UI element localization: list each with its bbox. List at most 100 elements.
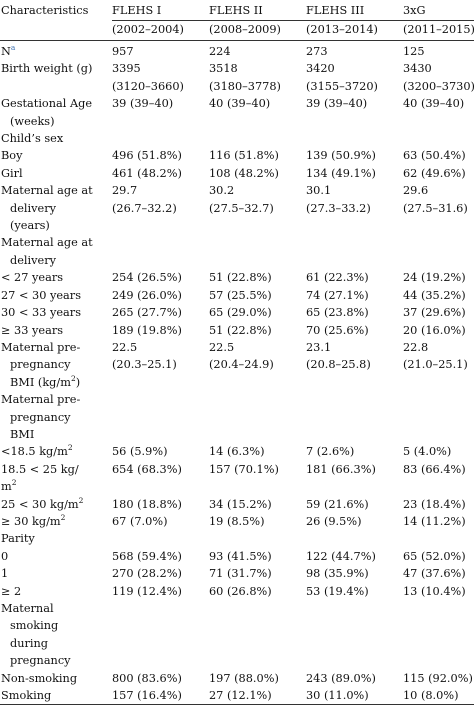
table-row: 25 < 30 kg/m2 180 (18.8%) 34 (15.2%) 59 … — [0, 496, 474, 513]
table-row: (weeks) — [0, 113, 474, 130]
row-label: Non-smoking — [1, 671, 78, 685]
table-cell: 29.6 — [403, 184, 429, 198]
row-label: Girl — [1, 166, 23, 180]
table-cell: 26 (9.5%) — [306, 514, 362, 528]
footnote-marker: a — [10, 43, 16, 53]
table-cell: (20.3–25.1) — [112, 358, 177, 372]
table-cell: 65 (52.0%) — [403, 549, 466, 563]
row-label: Gestational Age — [1, 97, 93, 111]
table-cell: (27.3–33.2) — [306, 201, 371, 215]
row-label: Birth weight (g) — [1, 62, 93, 76]
section-label: during — [10, 636, 49, 650]
table-row: pregnancy (20.3–25.1) (20.4–24.9) (20.8–… — [0, 356, 474, 373]
table-cell: 224 — [209, 45, 231, 58]
table-cell: 23.1 — [306, 340, 332, 354]
table-row: delivery (26.7–32.2) (27.5–32.7) (27.3–3… — [0, 200, 474, 217]
table-cell: (3200–3730) — [403, 79, 474, 93]
table-row: <18.5 kg/m2 56 (5.9%) 14 (6.3%) 7 (2.6%)… — [0, 443, 474, 460]
table-row: ≥ 2 119 (12.4%) 60 (26.8%) 53 (19.4%) 13… — [0, 583, 474, 600]
header-cohort: 3xG — [403, 0, 474, 21]
table-cell: 265 (27.7%) — [112, 306, 182, 320]
row-label: 18.5 < 25 kg/ — [1, 462, 79, 476]
table-cell: 568 (59.4%) — [112, 549, 182, 563]
table-row: pregnancy — [0, 652, 474, 669]
table-cell: 74 (27.1%) — [306, 288, 369, 302]
table-cell: 957 — [112, 45, 134, 58]
table-cell: 461 (48.2%) — [112, 166, 182, 180]
row-label: <18.5 kg/m2 — [1, 443, 73, 459]
table-cell: 249 (26.0%) — [112, 288, 182, 302]
table-cell: 10 (8.0%) — [403, 687, 474, 705]
table-row: smoking — [0, 617, 474, 634]
table-cell: 22.5 — [112, 340, 138, 354]
table-cell: 3518 — [209, 62, 238, 76]
table-cell: 22.8 — [403, 340, 429, 354]
table-row: (3120–3660) (3180–3778) (3155–3720) (320… — [0, 78, 474, 95]
table-cell: 115 (92.0%) — [403, 671, 473, 685]
table-cell: 3395 — [112, 62, 141, 76]
section-label: delivery — [10, 253, 56, 267]
row-label: 30 < 33 years — [1, 306, 81, 320]
row-label: BMI (kg/m2) — [10, 373, 81, 389]
section-label: pregnancy — [10, 410, 71, 424]
table-cell: (3120–3660) — [112, 79, 184, 93]
table-cell: 3420 — [306, 62, 335, 76]
table-cell: 63 (50.4%) — [403, 149, 466, 163]
table-row: Gestational Age 39 (39–40) 40 (39–40) 39… — [0, 95, 474, 112]
table-cell: 65 (23.8%) — [306, 306, 369, 320]
table-row: Child’s sex — [0, 130, 474, 147]
table-row: Maternal pre- 22.5 22.5 23.1 22.8 — [0, 339, 474, 356]
section-label: smoking — [10, 619, 59, 633]
header-period: (2011–2015) — [403, 20, 474, 41]
row-label: 0 — [1, 549, 9, 563]
header-cohort: FLEHS II — [209, 0, 306, 21]
table-cell: 83 (66.4%) — [403, 462, 466, 476]
table-row: ≥ 33 years 189 (19.8%) 51 (22.8%) 70 (25… — [0, 322, 474, 339]
table-row: Parity — [0, 530, 474, 547]
row-label: 27 < 30 years — [1, 288, 81, 302]
table-cell: 30.2 — [209, 184, 235, 198]
row-label: Na — [1, 43, 16, 58]
table-cell: 157 (70.1%) — [209, 462, 279, 476]
table-cell: 5 (4.0%) — [403, 445, 452, 459]
row-label: ≥ 2 — [1, 584, 22, 598]
table-cell: 254 (26.5%) — [112, 271, 182, 285]
table-cell: 51 (22.8%) — [209, 323, 272, 337]
table-cell: (27.5–32.7) — [209, 201, 274, 215]
table-cell: 37 (29.6%) — [403, 306, 466, 320]
table-row: BMI — [0, 426, 474, 443]
table-cell: 29.7 — [112, 184, 138, 198]
table-cell: 34 (15.2%) — [209, 497, 272, 511]
table-row: 0 568 (59.4%) 93 (41.5%) 122 (44.7%) 65 … — [0, 548, 474, 565]
table-cell: 270 (28.2%) — [112, 567, 182, 581]
table-cell: 56 (5.9%) — [112, 445, 168, 459]
section-label: Maternal pre- — [1, 393, 81, 407]
table-row: m2 — [0, 478, 474, 495]
table-row: ≥ 30 kg/m2 67 (7.0%) 19 (8.5%) 26 (9.5%)… — [0, 513, 474, 530]
table-cell: 27 (12.1%) — [209, 687, 306, 705]
table-cell: 30.1 — [306, 184, 332, 198]
table-row: 1 270 (28.2%) 71 (31.7%) 98 (35.9%) 47 (… — [0, 565, 474, 582]
table-cell: 60 (26.8%) — [209, 584, 272, 598]
table-row: 30 < 33 years 265 (27.7%) 65 (29.0%) 65 … — [0, 304, 474, 321]
table-row: delivery — [0, 252, 474, 269]
row-label: Maternal pre- — [1, 340, 81, 354]
table-cell: 13 (10.4%) — [403, 584, 466, 598]
row-label: < 27 years — [1, 271, 64, 285]
header-cohort: FLEHS I — [112, 0, 209, 21]
table-cell: 98 (35.9%) — [306, 567, 369, 581]
header-period: (2002–2004) — [112, 20, 209, 41]
table-row: Birth weight (g) 3395 3518 3420 3430 — [0, 60, 474, 77]
table-cell: 53 (19.4%) — [306, 584, 369, 598]
table-cell: 181 (66.3%) — [306, 462, 376, 476]
table-cell: 14 (6.3%) — [209, 445, 265, 459]
table-cell: 180 (18.8%) — [112, 497, 182, 511]
row-label: Boy — [1, 149, 23, 163]
table-cell: 67 (7.0%) — [112, 514, 168, 528]
table-cell: 125 — [403, 45, 425, 58]
row-label: pregnancy — [10, 358, 71, 372]
table-cell: 23 (18.4%) — [403, 497, 466, 511]
row-label: Smoking — [0, 687, 112, 705]
row-label: 1 — [1, 567, 9, 581]
section-label: Parity — [1, 532, 35, 546]
